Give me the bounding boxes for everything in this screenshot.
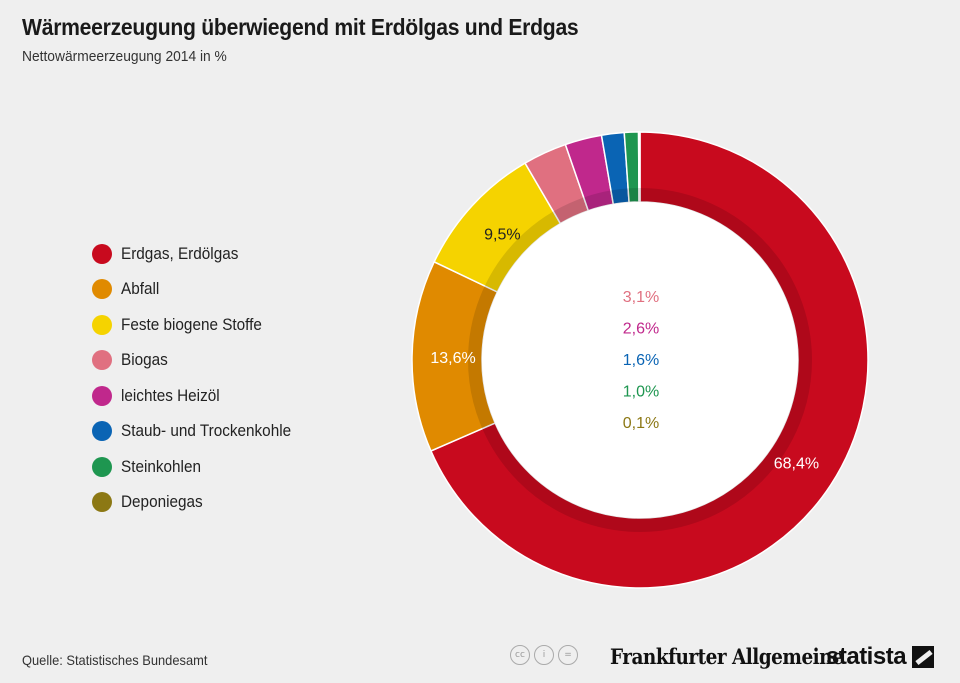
donut-inner-shadow	[468, 188, 812, 532]
legend-item: Staub- und Trockenkohle	[92, 414, 310, 450]
center-value-label: 2,6%	[623, 321, 659, 338]
chart-title: Wärmeerzeugung überwiegend mit Erdölgas …	[22, 14, 579, 40]
legend-item: Feste biogene Stoffe	[92, 307, 310, 343]
legend-label: Steinkohlen	[121, 456, 201, 476]
legend-item: Abfall	[92, 272, 310, 308]
slice-value-label: 9,5%	[484, 226, 520, 243]
legend-swatch	[92, 243, 112, 264]
center-value-label: 1,0%	[623, 384, 659, 401]
cc-icon[interactable]: cc	[510, 645, 530, 665]
legend-item: leichtes Heizöl	[92, 378, 310, 414]
legend-swatch	[92, 492, 112, 513]
legend-swatch	[92, 385, 112, 406]
legend-swatch	[92, 456, 112, 477]
legend-label: Feste biogene Stoffe	[121, 314, 262, 334]
slice-value-label: 13,6%	[430, 350, 475, 367]
license-icons[interactable]: cc i =	[510, 645, 578, 665]
legend-label: Erdgas, Erdölgas	[121, 243, 239, 263]
slice-value-label: 68,4%	[774, 456, 819, 473]
donut-hole	[482, 202, 798, 518]
chart-subtitle: Nettowärmeerzeugung 2014 in %	[22, 48, 227, 65]
statista-mark-icon	[912, 646, 935, 668]
legend-swatch	[92, 279, 112, 300]
publisher-logo[interactable]: Frankfurter Allgemeine	[610, 644, 844, 669]
center-value-label: 1,6%	[623, 352, 659, 369]
legend-item: Biogas	[92, 343, 310, 379]
legend-label: Staub- und Trockenkohle	[121, 421, 292, 441]
legend: Erdgas, Erdölgas Abfall Feste biogene Stof…	[92, 236, 310, 520]
center-value-label: 0,1%	[623, 415, 659, 432]
nd-icon[interactable]: =	[558, 645, 578, 665]
center-value-label: 3,1%	[623, 289, 659, 306]
legend-label: Deponiegas	[121, 492, 203, 512]
statista-wordmark: statista	[826, 643, 907, 670]
legend-label: Biogas	[121, 350, 168, 370]
legend-label: leichtes Heizöl	[121, 385, 220, 405]
legend-item: Steinkohlen	[92, 449, 310, 485]
legend-swatch	[92, 314, 112, 335]
legend-label: Abfall	[121, 279, 160, 299]
legend-swatch	[92, 421, 112, 442]
by-icon[interactable]: i	[534, 645, 554, 665]
legend-swatch	[92, 350, 112, 371]
source-note: Quelle: Statistisches Bundesamt	[22, 652, 208, 668]
legend-item: Deponiegas	[92, 485, 310, 521]
statista-logo[interactable]: statista	[826, 643, 935, 671]
legend-item: Erdgas, Erdölgas	[92, 236, 310, 272]
